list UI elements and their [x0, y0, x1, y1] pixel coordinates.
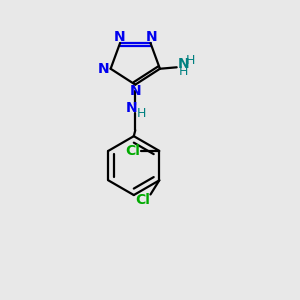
Text: N: N — [126, 101, 138, 115]
Text: H: H — [137, 107, 146, 120]
Text: Cl: Cl — [125, 144, 140, 158]
Text: N: N — [178, 57, 189, 71]
Text: Cl: Cl — [136, 194, 151, 207]
Text: N: N — [145, 30, 157, 44]
Text: H: H — [179, 65, 188, 78]
Text: N: N — [130, 83, 141, 98]
Text: N: N — [98, 62, 109, 76]
Text: H: H — [186, 54, 196, 67]
Text: N: N — [114, 30, 125, 44]
